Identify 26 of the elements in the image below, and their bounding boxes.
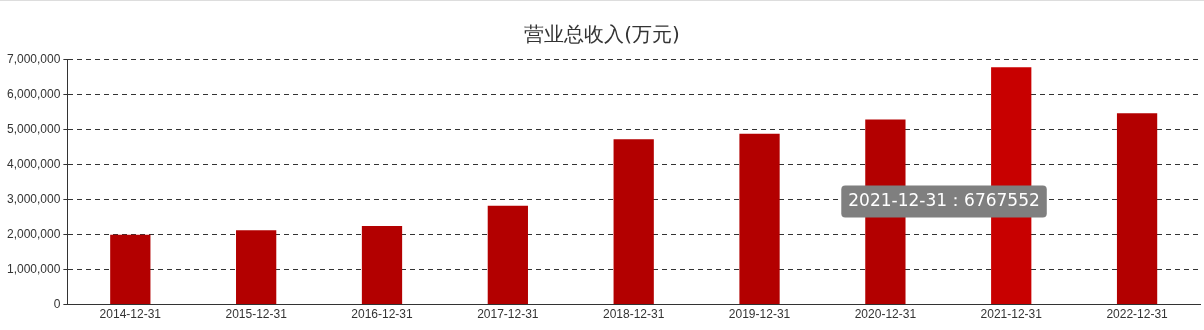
y-tick-label: 2,000,000 bbox=[6, 226, 61, 241]
bar bbox=[236, 230, 277, 305]
bar bbox=[1116, 113, 1158, 305]
bar bbox=[110, 234, 151, 305]
y-tick-label: 5,000,000 bbox=[6, 121, 61, 136]
bar bbox=[361, 226, 403, 305]
x-tick-label: 2014-12-31 bbox=[99, 307, 162, 322]
y-tick-label: 6,000,000 bbox=[6, 86, 61, 101]
x-tick-label: 2019-12-31 bbox=[728, 307, 791, 322]
x-tick-label: 2020-12-31 bbox=[854, 307, 917, 322]
x-tick-label: 2022-12-31 bbox=[1106, 307, 1169, 322]
x-tick-label: 2015-12-31 bbox=[225, 307, 288, 322]
bar bbox=[487, 205, 528, 305]
x-tick-label: 2017-12-31 bbox=[477, 307, 539, 322]
x-tick-label: 2021-12-31 bbox=[980, 307, 1043, 322]
y-tick-label: 1,000,000 bbox=[6, 261, 61, 276]
x-tick-label: 2016-12-31 bbox=[351, 307, 414, 322]
y-tick-label: 0 bbox=[53, 296, 61, 311]
x-tick-label: 2018-12-31 bbox=[603, 307, 665, 322]
y-tick-label: 7,000,000 bbox=[6, 51, 61, 66]
y-tick-label: 4,000,000 bbox=[6, 156, 61, 171]
y-tick-label: 3,000,000 bbox=[6, 191, 61, 206]
chart-title: 营业总收入(万元) bbox=[0, 0, 1204, 49]
annotation: 2021-12-31：6767552 bbox=[848, 190, 1040, 211]
bar bbox=[739, 133, 780, 305]
bar bbox=[613, 139, 654, 305]
